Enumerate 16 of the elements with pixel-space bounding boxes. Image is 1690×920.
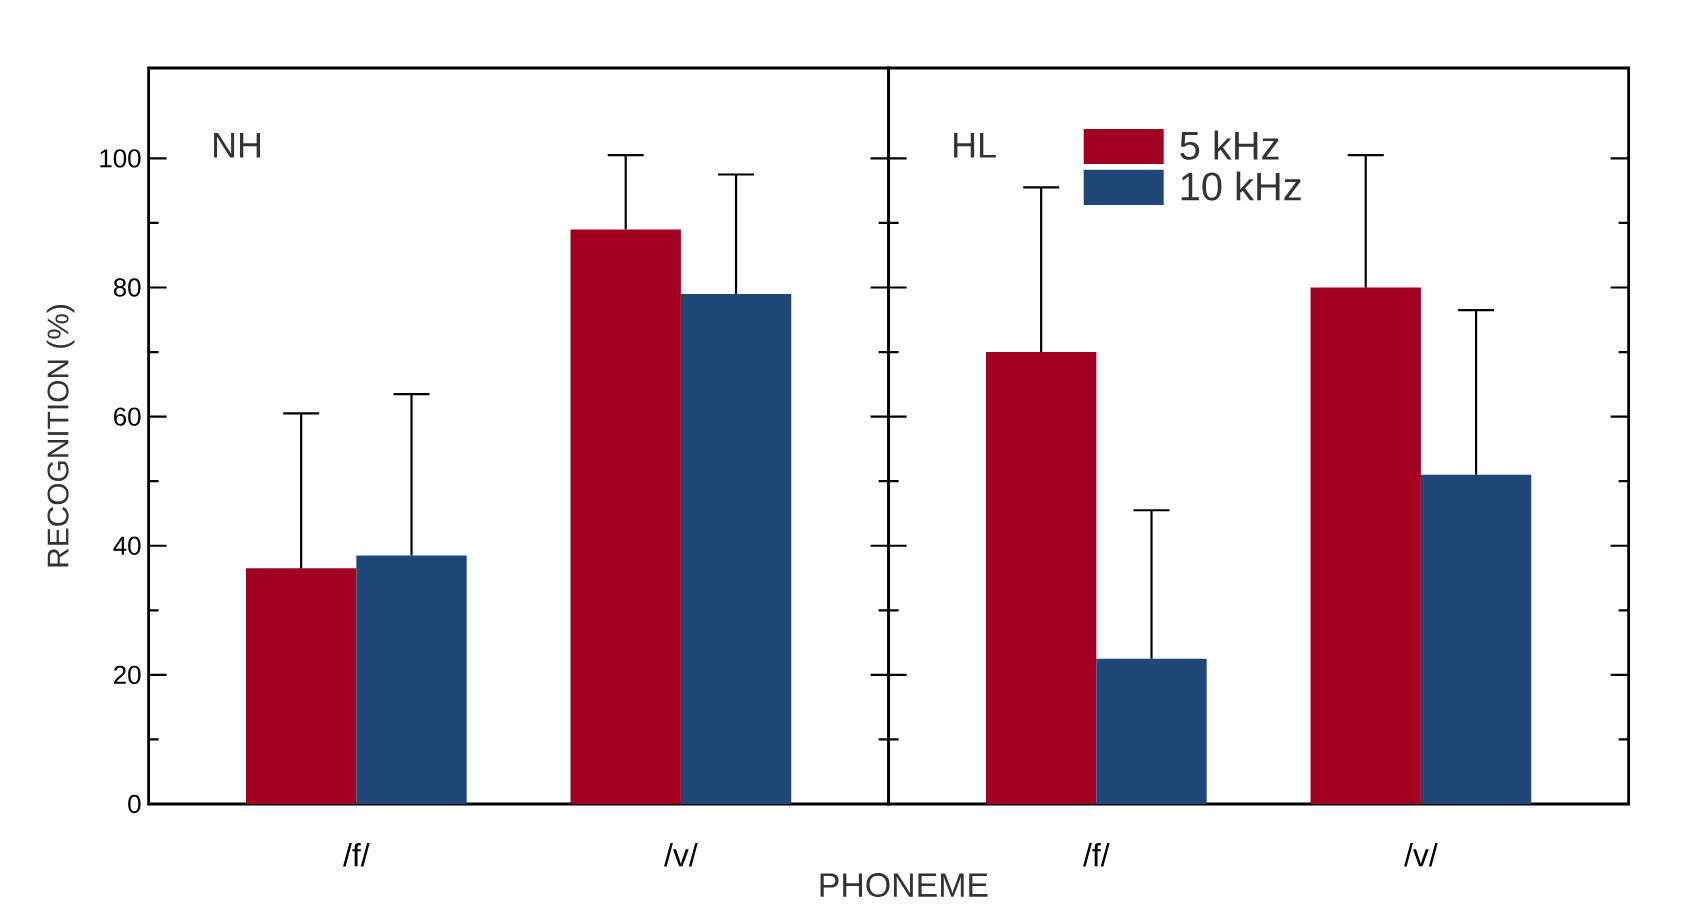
- x-axis-title: PHONEME: [820, 873, 988, 898]
- legend-label: 10 kHz: [1181, 171, 1301, 201]
- x-tick-label: /f/: [1083, 843, 1110, 867]
- text: NH: [214, 132, 260, 158]
- y-axis-title: RECOGNITION (%): [46, 305, 75, 567]
- y-tick-label: 60: [114, 407, 141, 426]
- y-tick-label: 20: [114, 665, 141, 685]
- y-tick-label: 80: [113, 278, 141, 297]
- text: HL: [954, 132, 996, 158]
- legend-label: 5 kHz: [1180, 130, 1279, 160]
- x-tick-label: /v/: [664, 843, 698, 867]
- y-tick-label: 100: [100, 149, 141, 168]
- y-tick-label: 40: [113, 536, 141, 555]
- x-tick-label: /f/: [343, 843, 370, 867]
- y-tick-label: 0: [128, 794, 141, 814]
- x-tick-label: /v/: [1404, 843, 1438, 867]
